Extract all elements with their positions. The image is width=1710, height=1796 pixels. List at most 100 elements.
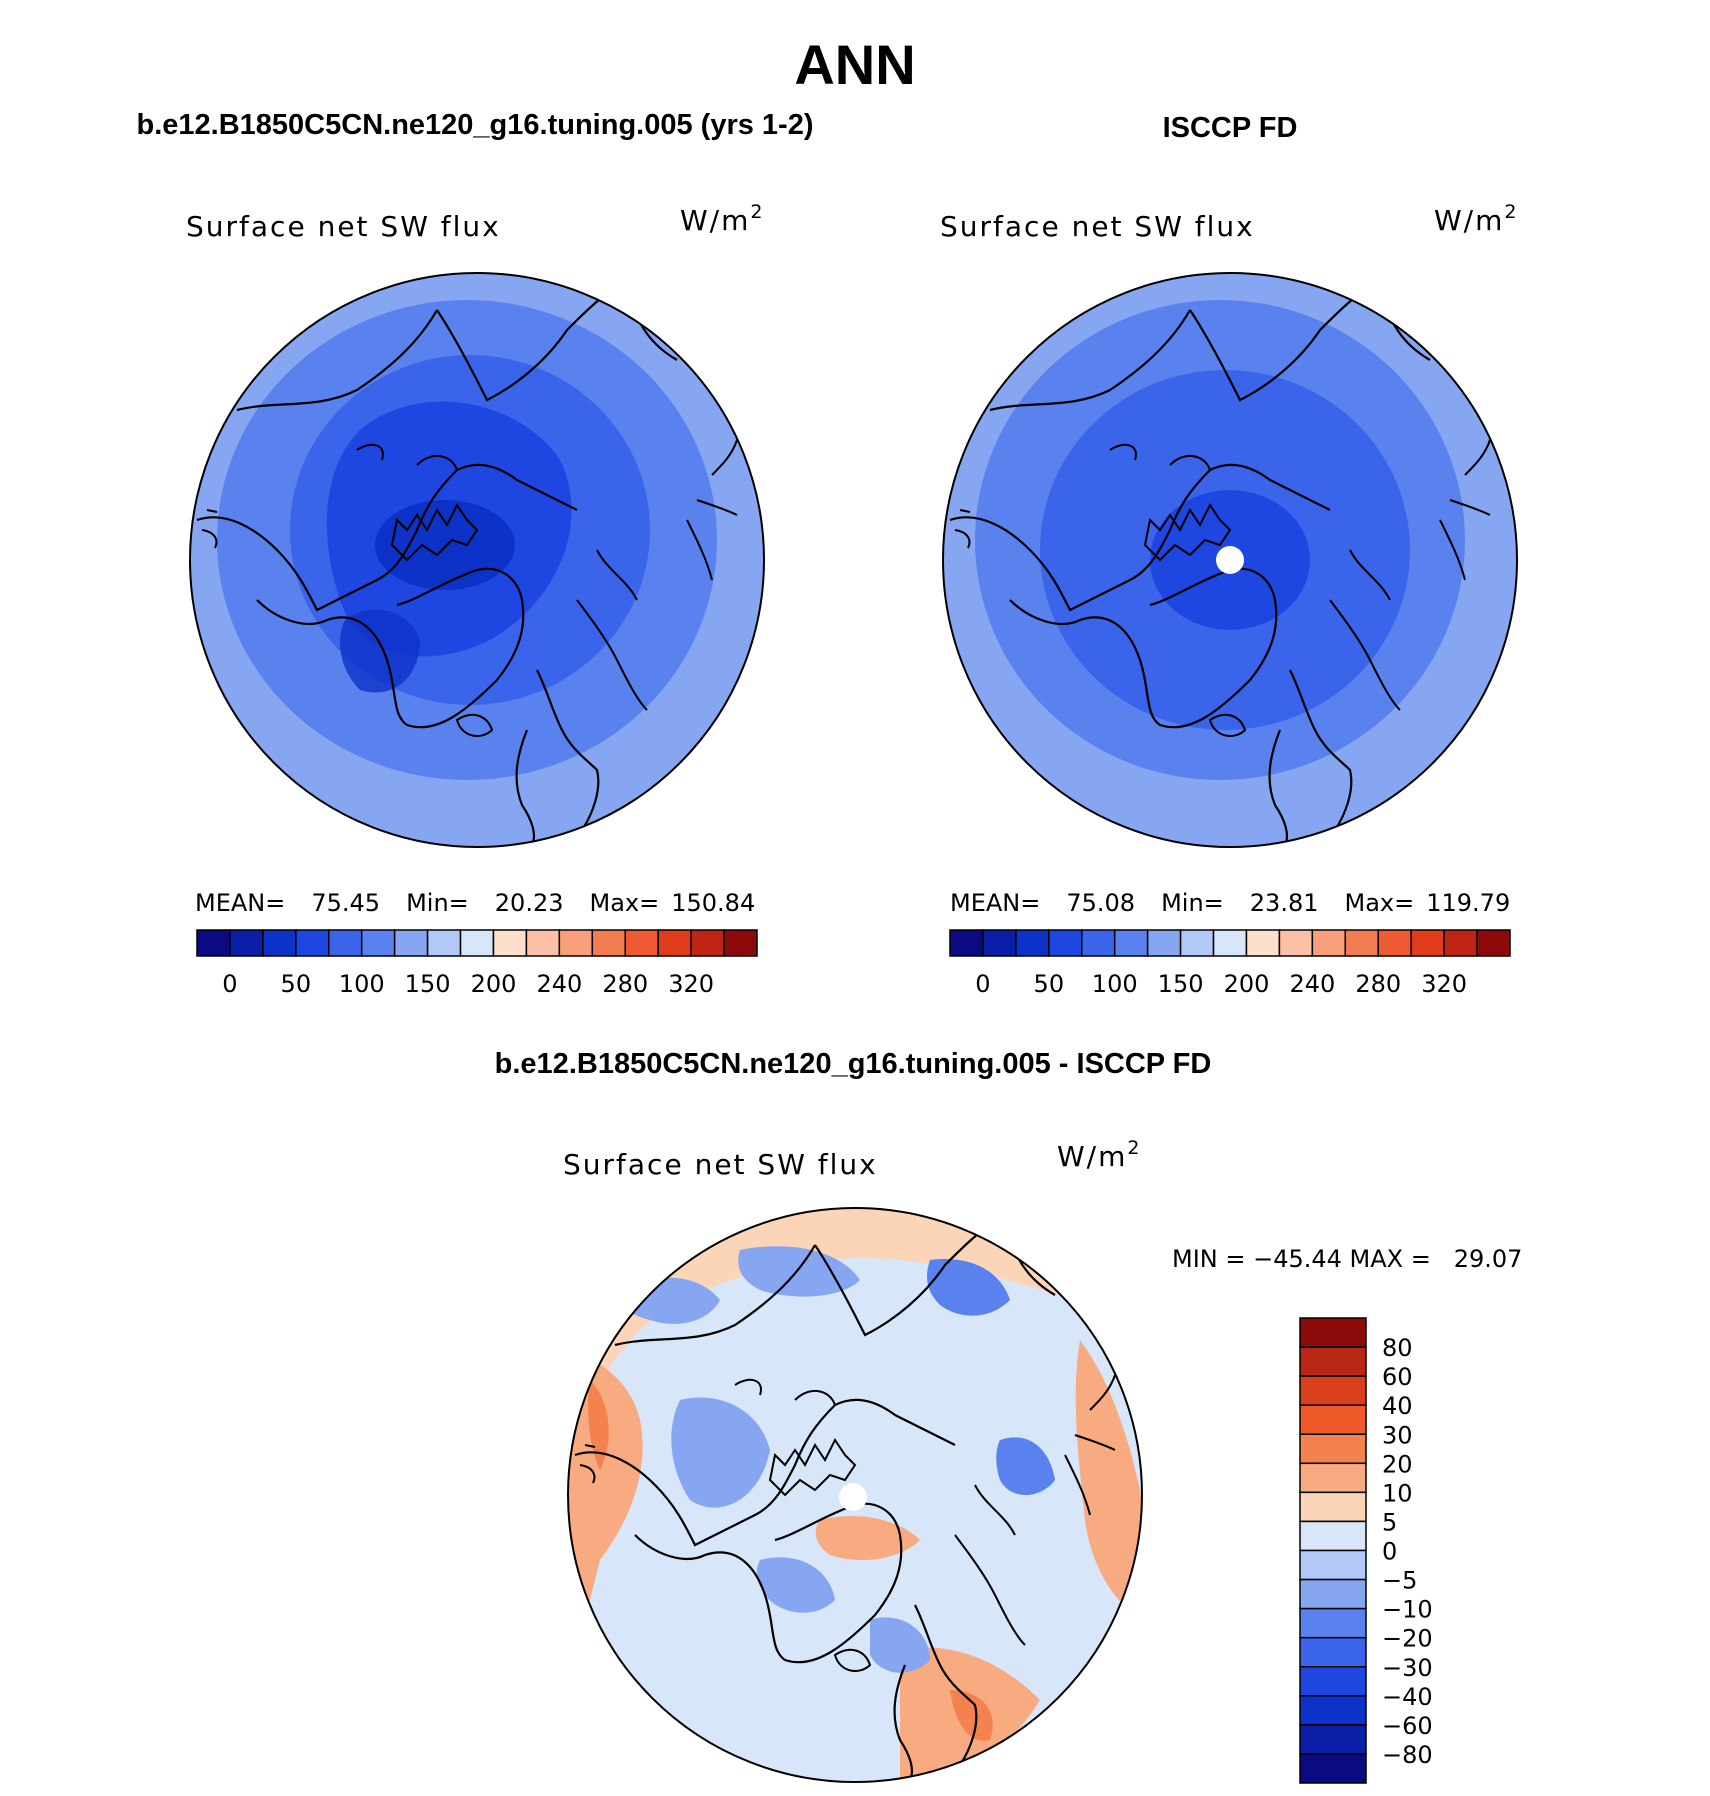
panel-a-stats: MEAN= 75.45 Min= 20.23 Max= 150.84 [195, 889, 755, 917]
map-c-top-pale [568, 1208, 1142, 1430]
colorbar-b-tick-label: 50 [1034, 970, 1065, 998]
map-c-pole-gap [839, 1483, 867, 1511]
colorbar-a-swatch-10 [525, 929, 561, 957]
colorbar-a-swatch-2 [262, 929, 297, 957]
panel-b-variable: Surface net SW flux [940, 210, 1255, 243]
colorbar-a-swatch-9 [492, 929, 528, 957]
colorbar-c-tick-label: −20 [1382, 1625, 1433, 1653]
colorbar-b-swatch-15 [1443, 929, 1478, 957]
colorbar-c-tick-label: 10 [1382, 1479, 1413, 1507]
colorbar-a-swatch-0 [196, 929, 231, 957]
map-c-south-warm-core [950, 1690, 993, 1741]
colorbar-a-tick-label: 50 [281, 970, 312, 998]
colorbar-b-tick-label: 280 [1355, 970, 1401, 998]
colorbar-c-swatch-8 [1299, 1549, 1367, 1581]
panel-b-colorbar: 0 50 100 150 200 240 280 320 [949, 929, 1511, 998]
colorbar-a-swatch-13 [624, 929, 659, 957]
colorbar-a-swatch-12 [591, 929, 626, 957]
colorbar-c-swatch-6 [1299, 1491, 1367, 1523]
panel-b-header: ISCCP FD [1163, 112, 1298, 144]
colorbar-c-swatch-7 [1299, 1520, 1367, 1552]
colorbar-a-swatch-5 [360, 929, 396, 957]
colorbar-b-tick-label: 320 [1421, 970, 1467, 998]
colorbar-b-swatch-8 [1212, 929, 1248, 957]
colorbar-a-swatch-11 [558, 929, 594, 957]
panel-a-map [189, 272, 765, 848]
map-c-cool-4 [671, 1397, 770, 1508]
map-c-cool-3 [927, 1259, 1010, 1316]
colorbar-b-swatch-14 [1410, 929, 1445, 957]
colorbar-a-tick-label: 200 [471, 970, 517, 998]
colorbar-a-tick-label: 240 [536, 970, 582, 998]
colorbar-c-tick-label: 30 [1382, 1421, 1413, 1449]
colorbar-c-tick-label: 40 [1382, 1392, 1413, 1420]
colorbar-a-tick-label: 100 [339, 970, 385, 998]
panel-c-map [567, 1207, 1143, 1783]
map-a-pole [375, 500, 515, 590]
colorbar-a-tick-label: 0 [222, 970, 237, 998]
panel-c-header: b.e12.B1850C5CN.ne120_g16.tuning.005 - I… [495, 1048, 1212, 1080]
map-c-warm-band [815, 1516, 920, 1560]
colorbar-b-swatch-2 [1015, 929, 1050, 957]
colorbar-c-swatch-10 [1299, 1607, 1367, 1639]
colorbar-b-swatch-16 [1476, 929, 1511, 957]
colorbar-b-swatch-12 [1344, 929, 1379, 957]
colorbar-b-swatch-0 [949, 929, 984, 957]
map-a-border [189, 272, 765, 848]
map-a-greenland [340, 609, 420, 693]
panel-a-colorbar: 0 50 100 150 200 240 280 320 [196, 929, 758, 998]
colorbar-c-tick-label: −80 [1382, 1741, 1433, 1769]
panel-b-map [942, 272, 1518, 848]
colorbar-b-swatch-5 [1113, 929, 1149, 957]
colorbar-c-swatch-9 [1299, 1578, 1367, 1610]
colorbar-c-tick-label: 5 [1382, 1508, 1397, 1536]
map-c-cool-7 [870, 1617, 930, 1673]
colorbar-c-tick-label: 80 [1382, 1334, 1413, 1362]
colorbar-c-tick-label: −60 [1382, 1712, 1433, 1740]
colorbar-b-tick-label: 240 [1289, 970, 1335, 998]
colorbar-a-tick-label: 150 [405, 970, 451, 998]
colorbar-c-swatch-0 [1299, 1317, 1367, 1348]
colorbar-a-swatch-15 [690, 929, 725, 957]
colorbar-a-tick-label: 320 [668, 970, 714, 998]
map-c-east-warm [1075, 1340, 1142, 1620]
colorbar-b-swatch-7 [1179, 929, 1215, 957]
page-title: ANN [794, 33, 915, 96]
panel-b-units: W/m2 [1434, 201, 1519, 237]
colorbar-c-swatch-5 [1299, 1462, 1367, 1494]
panel-a-units: W/m2 [680, 201, 765, 237]
colorbar-c-swatch-1 [1299, 1346, 1367, 1377]
map-b-pole-gap [1216, 546, 1244, 574]
colorbar-c-tick-label: −30 [1382, 1654, 1433, 1682]
colorbar-b-tick-label: 0 [975, 970, 990, 998]
panel-c-stats: MIN = −45.44 MAX = 29.07 [1172, 1245, 1522, 1273]
colorbar-b-swatch-11 [1311, 929, 1347, 957]
map-c-cool-6 [756, 1557, 835, 1613]
map-c-cool-5 [996, 1437, 1055, 1495]
colorbar-b-swatch-10 [1278, 929, 1314, 957]
colorbar-a-swatch-14 [657, 929, 692, 957]
colorbar-a-swatch-1 [229, 929, 264, 957]
colorbar-b-swatch-6 [1146, 929, 1182, 957]
colorbar-a-tick-label: 280 [602, 970, 648, 998]
colorbar-c-tick-label: 60 [1382, 1363, 1413, 1391]
colorbar-b-swatch-1 [982, 929, 1017, 957]
colorbar-b-swatch-13 [1377, 929, 1412, 957]
colorbar-c-swatch-14 [1299, 1724, 1367, 1755]
colorbar-c-tick-label: −40 [1382, 1683, 1433, 1711]
colorbar-c-swatch-12 [1299, 1666, 1367, 1697]
map-c-border [567, 1207, 1143, 1783]
panel-b-stats: MEAN= 75.08 Min= 23.81 Max= 119.79 [950, 889, 1510, 917]
panel-c-variable: Surface net SW flux [563, 1148, 878, 1181]
colorbar-c-tick-label: 0 [1382, 1538, 1397, 1566]
colorbar-a-swatch-16 [723, 929, 758, 957]
panel-a-variable: Surface net SW flux [186, 210, 501, 243]
colorbar-b-tick-label: 100 [1092, 970, 1138, 998]
colorbar-c-swatch-2 [1299, 1375, 1367, 1406]
colorbar-b-tick-label: 200 [1224, 970, 1270, 998]
map-c-cool-2 [738, 1246, 860, 1297]
colorbar-a-swatch-6 [393, 929, 429, 957]
colorbar-b-swatch-3 [1048, 929, 1083, 957]
colorbar-b-tick-label: 150 [1158, 970, 1204, 998]
